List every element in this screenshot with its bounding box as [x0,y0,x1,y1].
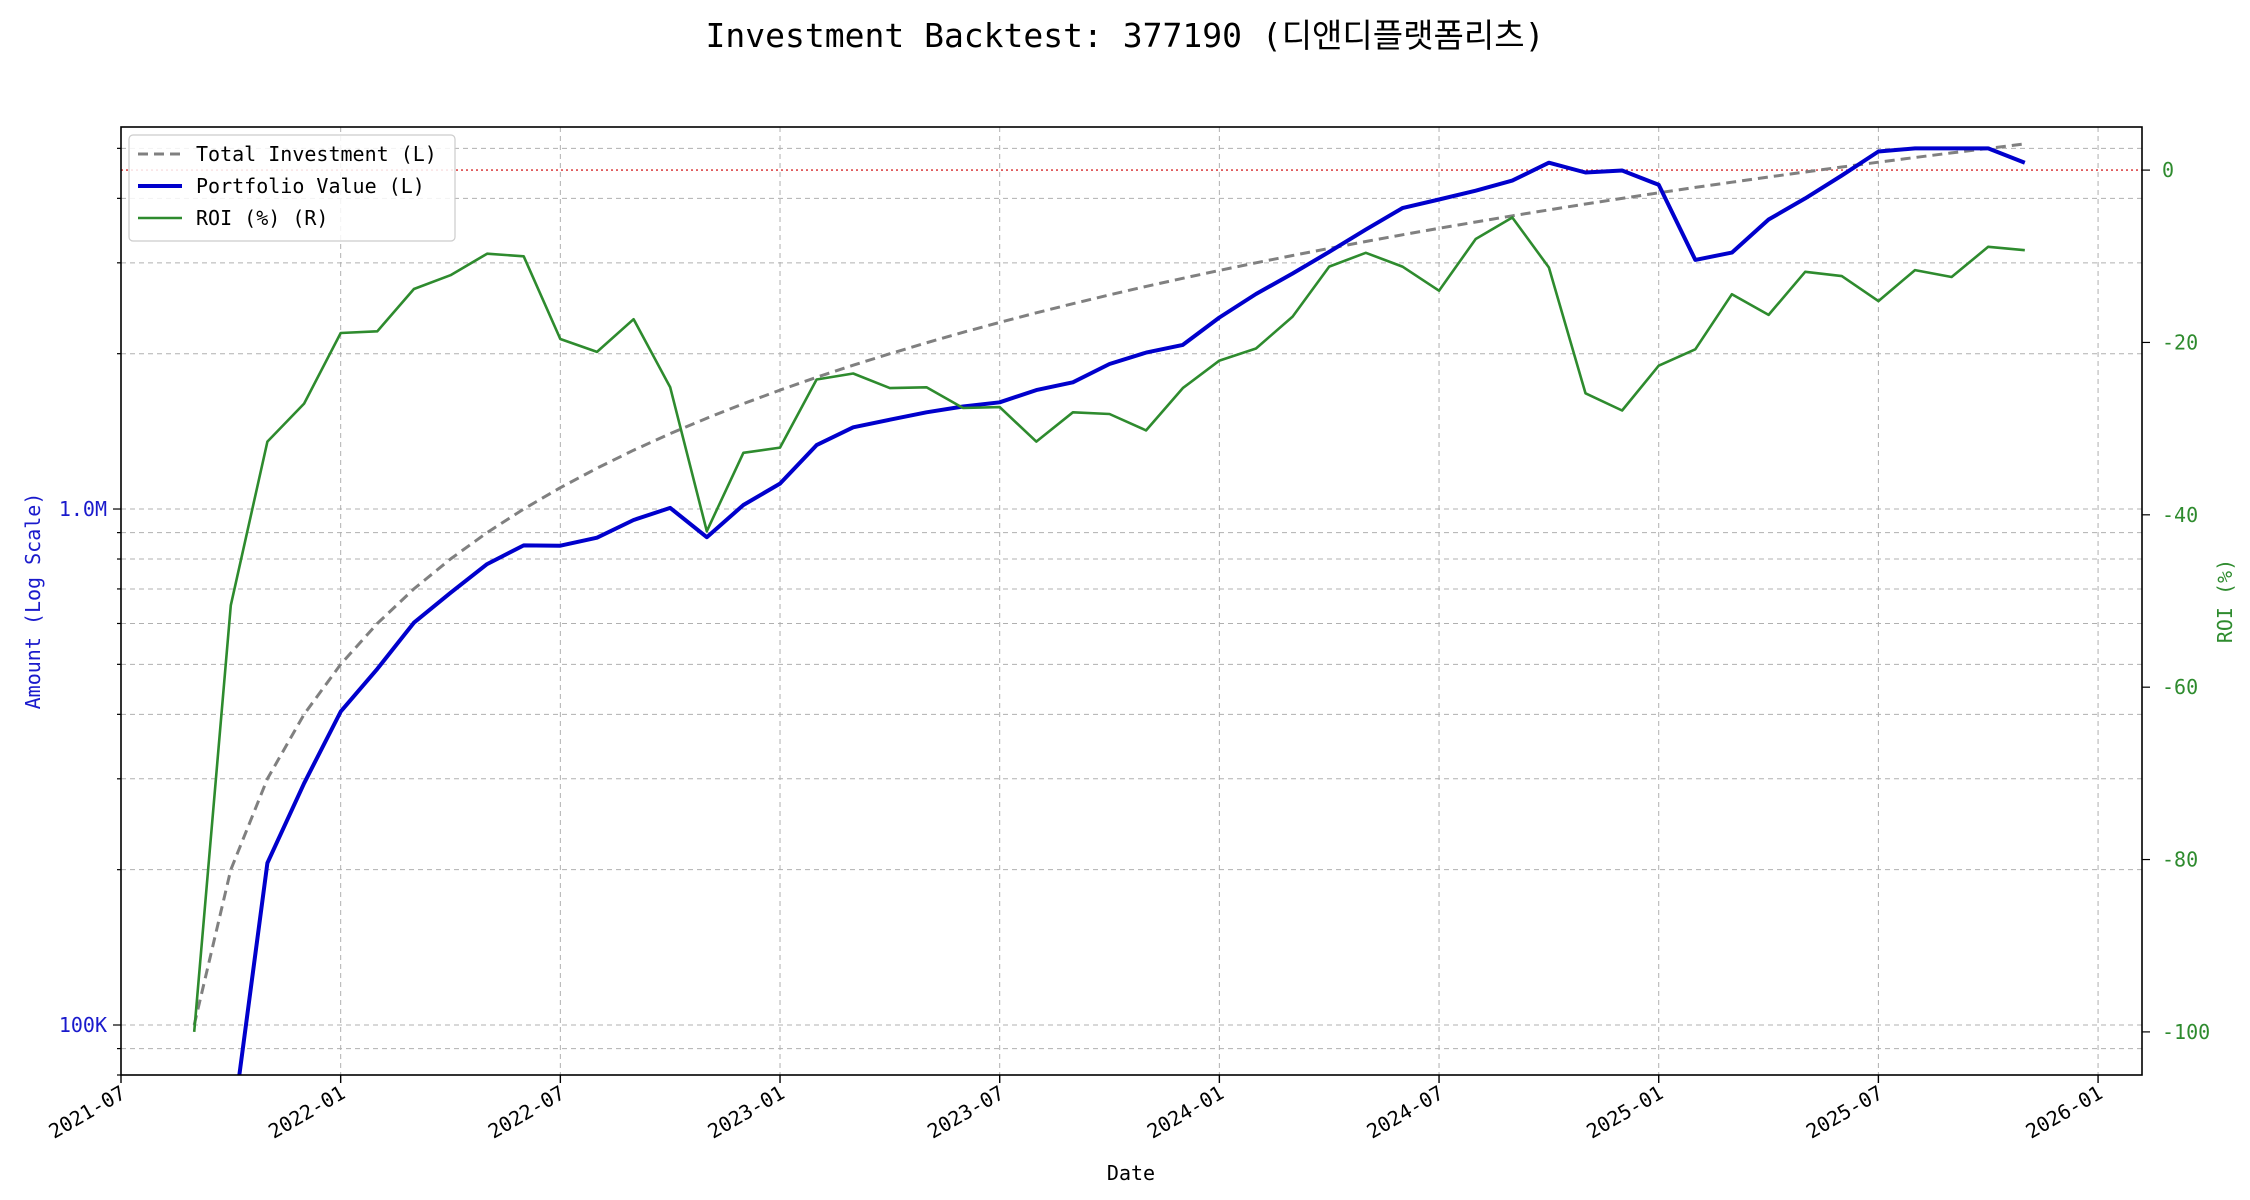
grid-lines [120,127,2142,1076]
left-tick-label: 100K [59,1013,107,1037]
right-tick-label: -40 [2162,503,2198,527]
series-line-portfolio-value [237,146,2026,1075]
left-tick-label: 1.0M [59,497,107,521]
right-tick-label: -20 [2162,330,2198,354]
left-y-axis: 100K 1.0M [59,147,121,1076]
legend-label-portfolio-value: Portfolio Value (L) [196,174,425,198]
right-tick-label: -80 [2162,848,2198,872]
chart-title: Investment Backtest: 377190 (디앤디플랫폼리츠) [706,16,1545,55]
right-y-axis-label: ROI (%) [2213,559,2237,643]
series-line-roi [192,216,2025,1033]
legend-label-roi: ROI (%) (R) [196,206,328,230]
legend: Total Investment (L) Portfolio Value (L)… [128,134,456,242]
right-y-axis: 0 -20 -40 -60 -80 -100 [2142,158,2210,1044]
right-tick-label: -60 [2162,675,2198,699]
series-layer [192,142,2026,1075]
legend-box [128,134,456,242]
series-line-total-investment [192,142,2025,1026]
x-axis-label: Date [1107,1161,1155,1185]
plot-frame [120,126,2143,1076]
left-y-axis-label: Amount (Log Scale) [21,493,45,710]
legend-label-total-investment: Total Investment (L) [196,142,437,166]
right-tick-label: 0 [2162,158,2174,182]
right-tick-label: -100 [2162,1020,2210,1044]
